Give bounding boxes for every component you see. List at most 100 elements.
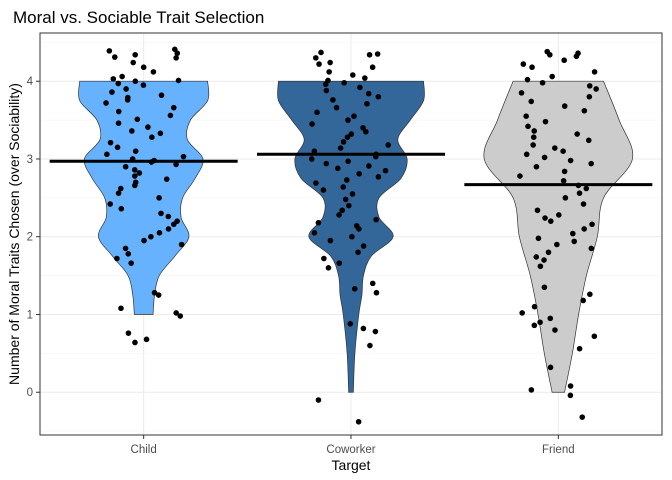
y-tick-label: 0 — [27, 387, 33, 399]
data-point-child — [103, 100, 109, 106]
data-point-child — [167, 112, 174, 119]
data-point-child — [131, 167, 138, 173]
data-point-coworker — [330, 97, 336, 103]
data-point-child — [175, 77, 182, 84]
data-point-child — [140, 64, 147, 71]
data-point-coworker — [348, 131, 355, 137]
data-point-child — [132, 148, 139, 154]
data-point-coworker — [336, 212, 342, 218]
data-point-coworker — [356, 226, 362, 232]
data-point-coworker — [323, 87, 330, 94]
data-point-child — [155, 292, 162, 298]
data-point-child — [156, 230, 163, 236]
data-point-coworker — [363, 128, 369, 135]
data-point-coworker — [356, 170, 362, 177]
data-point-coworker — [326, 69, 332, 75]
data-point-child — [140, 82, 147, 88]
data-point-child — [109, 89, 115, 95]
data-point-coworker — [349, 233, 355, 240]
data-point-friend — [533, 254, 540, 260]
data-point-coworker — [342, 196, 349, 203]
data-point-coworker — [366, 163, 372, 169]
data-point-child — [115, 190, 122, 196]
data-point-friend — [579, 414, 586, 420]
data-point-coworker — [369, 280, 376, 287]
data-point-child — [145, 124, 151, 130]
data-point-coworker — [345, 202, 352, 209]
data-point-child — [131, 173, 138, 179]
data-point-child — [130, 59, 137, 66]
data-point-coworker — [345, 158, 351, 165]
data-point-friend — [556, 212, 562, 218]
data-point-friend — [561, 168, 568, 175]
data-point-friend — [591, 333, 598, 340]
data-point-child — [180, 153, 187, 160]
data-point-friend — [523, 151, 530, 158]
data-point-coworker — [355, 418, 362, 425]
data-point-child — [132, 339, 138, 346]
data-point-coworker — [340, 184, 347, 190]
y-tick-label: 3 — [27, 154, 33, 166]
data-point-friend — [528, 98, 535, 105]
data-point-child — [104, 151, 110, 158]
data-point-coworker — [311, 230, 318, 236]
data-point-coworker — [362, 75, 368, 81]
data-point-friend — [586, 83, 593, 89]
data-point-child — [119, 73, 125, 80]
data-point-friend — [519, 310, 525, 316]
data-point-friend — [520, 61, 527, 67]
data-point-friend — [570, 230, 576, 237]
data-point-child — [134, 116, 141, 123]
data-point-friend — [576, 345, 583, 352]
data-point-coworker — [366, 51, 373, 58]
data-point-coworker — [327, 59, 333, 66]
data-point-coworker — [327, 237, 334, 244]
data-point-friend — [586, 93, 593, 100]
data-point-friend — [552, 145, 558, 151]
data-point-friend — [580, 297, 586, 304]
data-point-child — [107, 139, 114, 146]
data-point-child — [114, 144, 121, 151]
data-point-friend — [525, 123, 531, 130]
data-point-friend — [583, 185, 590, 192]
data-point-coworker — [385, 142, 392, 148]
data-point-child — [136, 170, 143, 176]
data-point-coworker — [336, 260, 343, 266]
data-point-coworker — [349, 191, 356, 197]
data-point-friend — [576, 190, 583, 196]
data-point-friend — [589, 221, 595, 228]
data-point-coworker — [375, 174, 382, 180]
data-point-child — [124, 97, 131, 103]
data-point-friend — [537, 263, 544, 270]
y-axis-ticks: 0 1 2 3 4 — [27, 76, 40, 399]
data-point-child — [173, 310, 179, 316]
data-point-child — [117, 185, 124, 192]
data-point-coworker — [340, 139, 347, 145]
data-point-friend — [581, 226, 587, 232]
data-point-child — [150, 69, 157, 75]
data-point-coworker — [313, 55, 319, 61]
y-axis-title: Number of Moral Traits Chosen (over Soci… — [6, 83, 22, 385]
data-point-coworker — [339, 207, 346, 214]
data-point-friend — [567, 383, 574, 389]
data-point-coworker — [322, 81, 329, 88]
data-point-friend — [541, 284, 548, 291]
data-point-coworker — [364, 100, 370, 107]
data-point-friend — [560, 177, 567, 184]
data-point-coworker — [350, 72, 356, 78]
y-tick-label: 1 — [27, 309, 33, 321]
data-point-coworker — [311, 148, 318, 154]
data-point-coworker — [373, 289, 380, 296]
data-point-child — [151, 289, 158, 296]
data-point-child — [106, 48, 113, 54]
data-point-child — [170, 104, 177, 111]
data-point-coworker — [344, 134, 351, 140]
data-point-child — [115, 120, 122, 126]
data-point-child — [125, 330, 132, 336]
data-point-friend — [533, 163, 540, 170]
data-point-child — [148, 159, 155, 165]
data-point-coworker — [335, 165, 341, 172]
data-point-friend — [542, 215, 548, 221]
data-point-child — [173, 55, 179, 61]
